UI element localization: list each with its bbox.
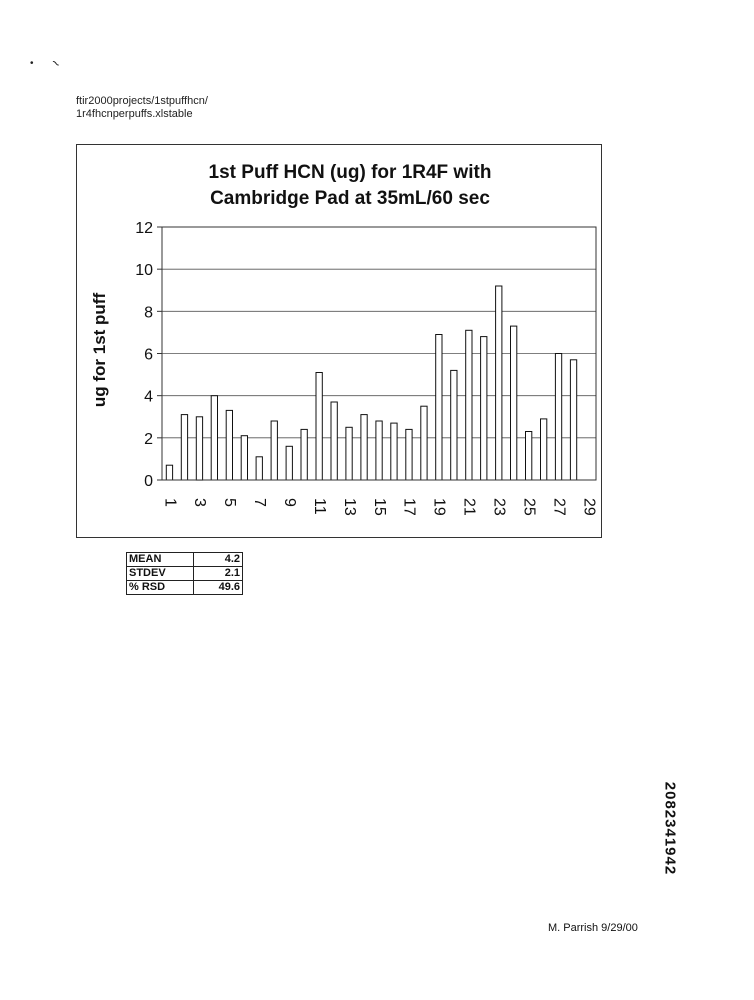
- y-tick-label: 4: [144, 389, 153, 406]
- bar-18: [420, 405, 428, 481]
- y-tick-label: 2: [144, 431, 153, 448]
- stats-row: MEAN 4.2: [126, 552, 243, 567]
- document-number: 2082341942: [661, 781, 679, 876]
- bar-4: [210, 395, 218, 481]
- x-tick-label: 29: [580, 498, 597, 516]
- stats-label: % RSD: [126, 580, 194, 595]
- x-tick-label: 15: [371, 498, 388, 516]
- x-tick-label: 5: [221, 498, 238, 507]
- bar-23: [495, 285, 503, 481]
- file-path: ftir2000projects/1stpuffhcn/ 1r4fhcnperp…: [76, 95, 208, 121]
- bar-5: [225, 409, 233, 481]
- y-tick-label: 0: [144, 473, 153, 490]
- file-path-line2: 1r4fhcnperpuffs.xlstable: [76, 108, 193, 120]
- chart-title-line1: 1st Puff HCN (ug) for 1R4F with: [208, 162, 492, 183]
- x-tick-label: 7: [251, 498, 268, 507]
- y-tick-label: 8: [144, 304, 153, 321]
- x-tick-label: 23: [490, 498, 507, 516]
- bar-27: [554, 353, 563, 481]
- bar-25: [525, 431, 533, 481]
- chart-title-line2: Cambridge Pad at 35mL/60 sec: [210, 188, 490, 209]
- stats-value: 4.2: [193, 552, 243, 567]
- y-tick-label: 10: [135, 262, 153, 279]
- bar-24: [510, 325, 518, 481]
- x-tick-label: 9: [281, 498, 298, 507]
- bar-2: [180, 414, 189, 481]
- x-tick-label: 19: [431, 498, 448, 516]
- bars: [165, 285, 578, 481]
- bar-12: [330, 401, 338, 481]
- stats-value: 2.1: [193, 566, 243, 581]
- bar-11: [315, 372, 323, 481]
- bar-20: [450, 369, 458, 481]
- bar-8: [270, 420, 278, 481]
- bar-19: [435, 334, 443, 481]
- x-tick-label: 13: [341, 498, 358, 516]
- bar-3: [195, 416, 204, 481]
- bar-21: [465, 329, 473, 481]
- x-tick-label: 11: [311, 498, 328, 515]
- signature: M. Parrish 9/29/00: [548, 922, 638, 934]
- bar-1: [165, 464, 174, 481]
- stats-table: MEAN 4.2 STDEV 2.1% RSD 49.6: [126, 552, 243, 595]
- x-tick-label: 1: [161, 498, 178, 507]
- stats-value: 49.6: [193, 580, 243, 595]
- bar-13: [345, 426, 353, 481]
- stats-label: MEAN: [126, 552, 194, 567]
- plot-area: [161, 226, 597, 481]
- y-tick-label: 12: [135, 220, 153, 237]
- bar-22: [480, 336, 488, 481]
- stats-label: STDEV: [126, 566, 194, 581]
- bar-15: [375, 420, 383, 481]
- y-tick-label: 6: [144, 347, 153, 364]
- chart-title: 1st Puff HCN (ug) for 1R4F with Cambridg…: [150, 160, 550, 212]
- bar-17: [405, 428, 413, 481]
- scan-speck: •: [30, 58, 34, 69]
- bar-9: [285, 445, 293, 481]
- x-tick-labels: 1 3 5 7 9 11 13 15 17 19 21 23 25 27 29: [161, 498, 597, 516]
- x-tick-label: 21: [461, 498, 478, 516]
- x-tick-label: 27: [550, 498, 567, 516]
- chart-frame: [76, 144, 602, 538]
- stats-row: STDEV 2.1: [126, 566, 243, 581]
- bar-10: [300, 428, 308, 481]
- bar-7: [255, 456, 263, 481]
- bar-26: [540, 418, 548, 481]
- y-tick-labels: 0 2 4 6 8 10 12: [135, 220, 162, 490]
- bar-14: [360, 414, 368, 481]
- bar-6: [240, 435, 248, 481]
- file-path-line1: ftir2000projects/1stpuffhcn/: [76, 95, 208, 107]
- bar-28: [569, 359, 578, 481]
- bar-16: [390, 422, 398, 481]
- x-tick-label: 3: [191, 498, 208, 507]
- x-tick-label: 25: [520, 498, 537, 516]
- stats-row: % RSD 49.6: [126, 580, 243, 595]
- x-tick-label: 17: [401, 498, 418, 516]
